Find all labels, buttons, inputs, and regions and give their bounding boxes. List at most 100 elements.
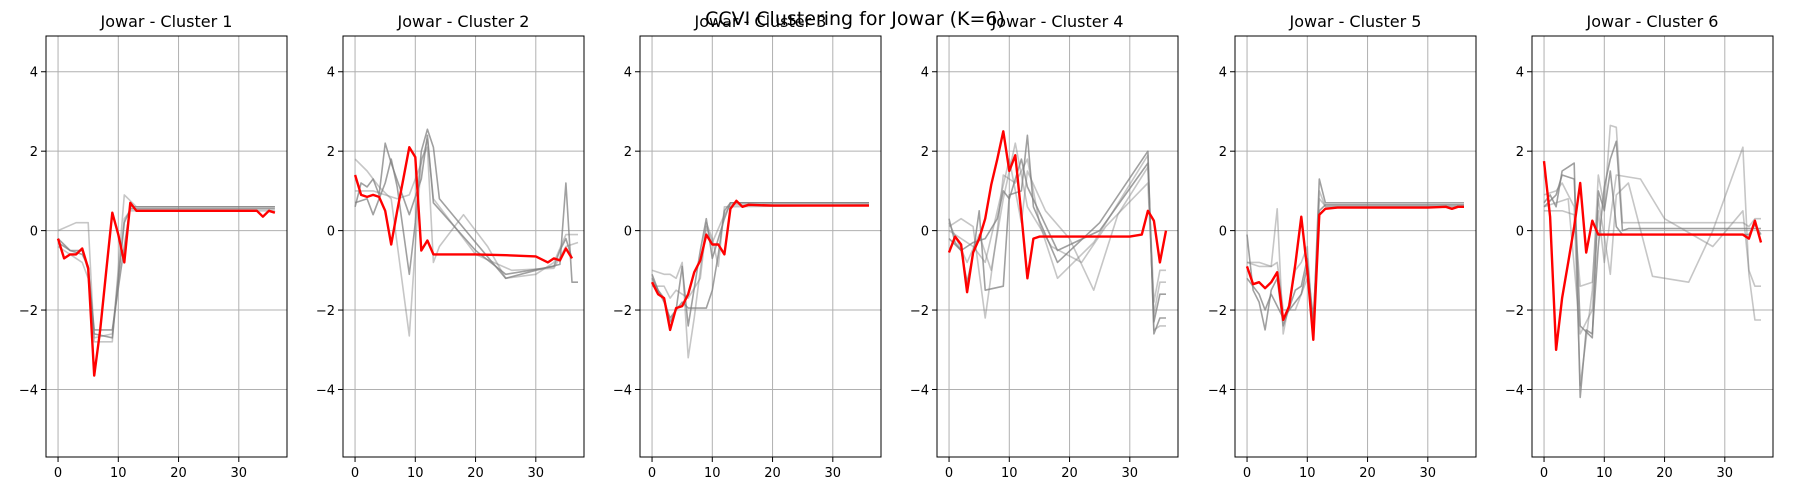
y-tick-label: 2 (1219, 145, 1227, 160)
y-tick-label: −2 (613, 304, 632, 319)
member-series-line (1543, 140, 1761, 399)
axes-frame (639, 35, 882, 458)
x-tick-label: 20 (1656, 466, 1673, 481)
member-series-line (948, 154, 1166, 331)
centroid-series-line (947, 130, 1168, 294)
x-tick-label: 20 (467, 466, 484, 481)
y-tick-label: −4 (910, 383, 929, 398)
axes-frame (1234, 35, 1477, 458)
axes-frame (342, 35, 585, 458)
y-tick-label: 2 (1516, 145, 1524, 160)
x-tick-label: 10 (1001, 466, 1018, 481)
panel-5: 0 10 20 30 −4 −2 0 2 4 Jowar - Cluster 5 (1208, 12, 1477, 481)
member-series-line (1246, 204, 1464, 319)
panel-1: 0 10 20 30 −4 −2 0 2 4 Jowar - Cluster 1 (19, 12, 288, 481)
panel-3: 0 10 20 30 −4 −2 0 2 4 Jowar - Cluster 3 (613, 12, 882, 481)
member-series-line (1543, 124, 1761, 387)
x-tick-label: 10 (110, 466, 127, 481)
member-series-line (948, 142, 1166, 315)
member-series-line (354, 146, 578, 337)
y-tick-label: −2 (1505, 304, 1524, 319)
series-group (1245, 178, 1464, 341)
panel-2: 0 10 20 30 −4 −2 0 2 4 Jowar - Cluster 2 (316, 12, 585, 481)
centroid-series-line (650, 199, 869, 332)
series-group (353, 128, 579, 337)
member-series-line (57, 208, 275, 339)
y-tick-label: 2 (30, 145, 38, 160)
y-tick-label: −4 (1505, 383, 1524, 398)
series-group (650, 199, 870, 359)
x-tick-label: 30 (1122, 466, 1139, 481)
series-group (56, 194, 276, 377)
panel-title: Jowar - Cluster 3 (694, 12, 827, 31)
member-series-line (354, 134, 573, 276)
axes-frame (1531, 35, 1774, 458)
y-tick-label: 0 (327, 225, 335, 240)
panel-4: 0 10 20 30 −4 −2 0 2 4 Jowar - Cluster 4 (910, 12, 1179, 481)
centroid-series-line (1542, 160, 1763, 351)
y-tick-label: 0 (921, 225, 929, 240)
x-tick-label: 10 (1596, 466, 1613, 481)
y-tick-label: −2 (910, 304, 929, 319)
axes-frame (45, 35, 288, 458)
member-series-line (354, 128, 578, 284)
y-tick-label: −4 (613, 383, 632, 398)
panel-title: Jowar - Cluster 6 (1586, 12, 1719, 31)
y-tick-label: 4 (624, 66, 632, 81)
series-group (947, 130, 1168, 335)
x-tick-label: 20 (764, 466, 781, 481)
member-series-line (355, 138, 579, 272)
y-tick-label: 4 (1219, 66, 1227, 81)
y-tick-label: 4 (921, 66, 929, 81)
y-tick-label: 0 (1516, 225, 1524, 240)
x-tick-label: 0 (54, 466, 62, 481)
panel-title: Jowar - Cluster 2 (397, 12, 530, 31)
y-tick-label: −2 (19, 304, 38, 319)
y-tick-label: −2 (316, 304, 335, 319)
member-series-line (1544, 146, 1761, 321)
x-tick-label: 20 (1359, 466, 1376, 481)
x-tick-label: 30 (1717, 466, 1734, 481)
x-tick-label: 0 (351, 466, 359, 481)
x-tick-label: 10 (704, 466, 721, 481)
x-tick-label: 30 (1420, 466, 1437, 481)
y-tick-label: 4 (1516, 66, 1524, 81)
x-tick-label: 30 (825, 466, 842, 481)
member-series-line (1247, 198, 1464, 323)
member-series-line (651, 202, 869, 327)
centroid-series-line (56, 201, 276, 377)
y-tick-label: −4 (1208, 383, 1227, 398)
x-tick-label: 0 (1540, 466, 1548, 481)
member-series-line (57, 194, 275, 343)
x-tick-label: 20 (1061, 466, 1078, 481)
y-tick-label: 2 (327, 145, 335, 160)
x-tick-label: 10 (1299, 466, 1316, 481)
panel-6: 0 10 20 30 −4 −2 0 2 4 Jowar - Cluster 6 (1505, 12, 1774, 481)
x-tick-label: 20 (170, 466, 187, 481)
member-series-line (57, 206, 275, 331)
y-tick-label: −2 (1208, 304, 1227, 319)
x-tick-label: 0 (648, 466, 656, 481)
x-tick-label: 0 (1243, 466, 1251, 481)
panel-title: Jowar - Cluster 1 (100, 12, 233, 31)
y-tick-label: 0 (30, 225, 38, 240)
y-tick-label: 2 (624, 145, 632, 160)
y-tick-label: −4 (19, 383, 38, 398)
y-tick-label: 4 (30, 66, 38, 81)
y-tick-label: 0 (624, 225, 632, 240)
member-series-line (652, 204, 869, 299)
member-series-line (1246, 190, 1464, 335)
centroid-series-line (353, 145, 574, 264)
panel-title: Jowar - Cluster 5 (1289, 12, 1422, 31)
y-tick-label: 2 (921, 145, 929, 160)
member-series-line (948, 158, 1166, 303)
figure-title: CCVI Clustering for Jowar (K=6) (705, 8, 1005, 30)
x-tick-label: 30 (231, 466, 248, 481)
y-tick-label: 4 (327, 66, 335, 81)
centroid-series-line (1245, 205, 1464, 341)
member-series-line (651, 204, 870, 359)
x-tick-label: 10 (407, 466, 424, 481)
x-tick-label: 0 (945, 466, 953, 481)
